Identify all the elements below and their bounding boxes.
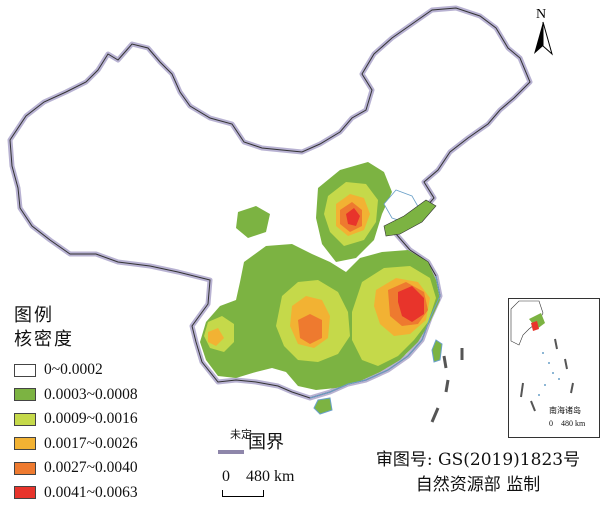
scale-bar-label: 0 480 km: [222, 468, 295, 485]
legend-item-label: 0.0003~0.0008: [44, 385, 138, 403]
shandong-peninsula: [383, 199, 437, 237]
legend-item: 0.0017~0.0026: [14, 432, 138, 457]
legend-item-label: 0.0009~0.0016: [44, 410, 138, 428]
legend-subtitle: 核密度: [14, 329, 74, 350]
legend-item: 0~0.0002: [14, 358, 138, 383]
taiwan-island: [431, 339, 443, 363]
legend-swatch: [14, 388, 36, 402]
approval-statement: 审图号: GS(2019)1823号 自然资源部 监制: [358, 448, 598, 498]
scale-bar: 0 480 km: [222, 468, 295, 497]
legend-swatch: [14, 363, 36, 377]
legend-swatch: [14, 437, 36, 451]
north-label: N: [536, 7, 546, 22]
legend-item: 0.0003~0.0008: [14, 383, 138, 408]
density-orange-region: [208, 194, 430, 348]
legend-item-label: 0~0.0002: [44, 361, 103, 379]
legend-item: 0.0027~0.0040: [14, 456, 138, 481]
legend-swatch: [14, 461, 36, 475]
maritime-boundary-dashes: [430, 348, 464, 423]
boundary-label: 国界: [248, 432, 284, 453]
legend-swatch: [14, 412, 36, 426]
approval-number: 审图号: GS(2019)1823号: [375, 450, 581, 470]
boundary-line-symbol: [218, 450, 244, 454]
approval-issuer: 自然资源部 监制: [415, 475, 541, 495]
hainan-island: [313, 397, 333, 415]
density-yellowgreen-region: [204, 182, 436, 366]
legend-item: 0.0009~0.0016: [14, 407, 138, 432]
boundary-key: 未定 国界: [218, 428, 284, 454]
inset-title: 南海诸岛: [549, 406, 581, 415]
density-red-region: [346, 208, 424, 322]
density-layer: [200, 162, 440, 390]
north-arrow: N: [528, 4, 558, 60]
legend-item-label: 0.0027~0.0040: [44, 459, 138, 477]
legend: 图例 核密度 0~0.0002 0.0003~0.0008 0.0009~0.001…: [14, 304, 138, 505]
legend-item-label: 0.0017~0.0026: [44, 434, 138, 452]
scale-bar-graphic: [222, 490, 264, 497]
undetermined-boundary-label: 未定: [230, 428, 252, 441]
legend-swatch: [14, 486, 36, 500]
legend-item-label: 0.0041~0.0063: [44, 483, 138, 501]
legend-title: 图例: [14, 305, 54, 326]
south-china-sea-inset: 南海诸岛 0 480 km: [508, 298, 600, 438]
inset-scale-label: 0 480 km: [549, 419, 586, 428]
density-darkorange-region: [298, 202, 428, 344]
legend-item: 0.0041~0.0063: [14, 481, 138, 506]
coastline: [309, 275, 441, 399]
